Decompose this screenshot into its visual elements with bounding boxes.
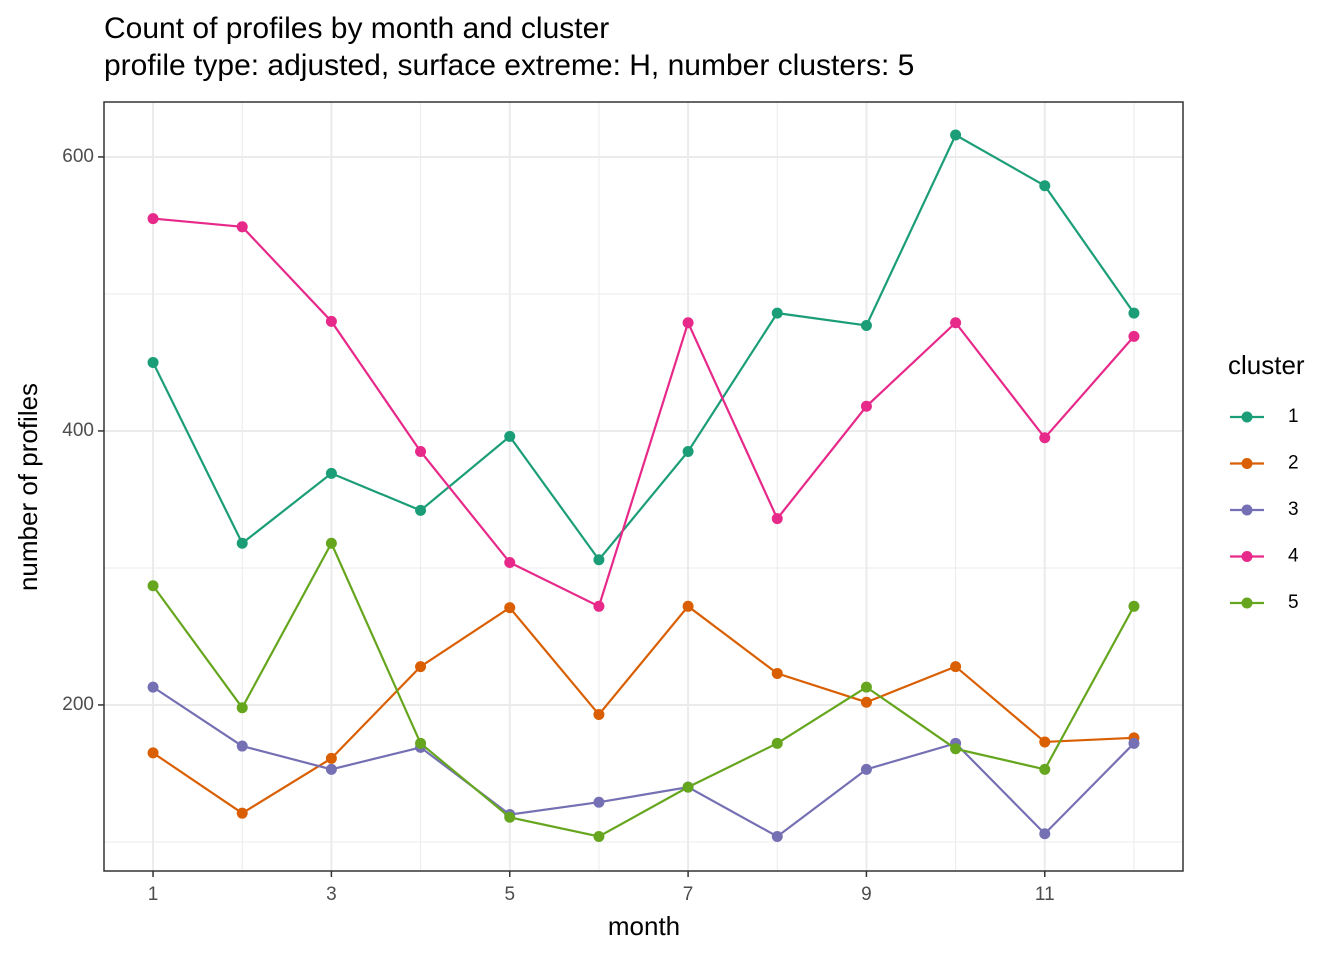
data-point [682, 445, 694, 457]
data-point [325, 537, 337, 549]
data-point [860, 696, 872, 708]
chart-title: Count of profiles by month and cluster [104, 12, 609, 45]
series-line [152, 604, 1135, 815]
y-tick-label: 400 [62, 420, 94, 441]
legend-key-point [1241, 504, 1253, 516]
data-point [593, 796, 605, 808]
series-line [152, 217, 1135, 608]
data-point [1039, 180, 1051, 192]
data-point [147, 356, 159, 368]
data-point [682, 781, 694, 793]
data-point [950, 129, 962, 141]
data-point [771, 737, 783, 749]
data-point [147, 747, 159, 759]
y-tick-label: 200 [62, 694, 94, 715]
series-line [152, 686, 1135, 838]
x-tick-label: 3 [326, 884, 337, 905]
legend-label: 2 [1288, 453, 1299, 474]
data-point [236, 740, 248, 752]
x-tick-label: 1 [148, 884, 159, 905]
data-point [504, 430, 516, 442]
data-point [1128, 600, 1140, 612]
data-point [1039, 828, 1051, 840]
y-tick-label: 600 [62, 146, 94, 167]
data-point [593, 830, 605, 842]
data-point [147, 213, 159, 225]
panel-border [103, 101, 1184, 872]
legend-label: 3 [1288, 499, 1299, 520]
data-point [504, 556, 516, 568]
data-point [236, 807, 248, 819]
data-point [1039, 432, 1051, 444]
data-point [771, 830, 783, 842]
data-point [771, 307, 783, 319]
data-point [325, 763, 337, 775]
legend-key-point [1241, 458, 1253, 469]
data-point [860, 400, 872, 412]
legend-key-point [1241, 597, 1253, 609]
data-point [771, 513, 783, 525]
data-point [682, 600, 694, 612]
data-point [593, 709, 605, 721]
data-point [1039, 736, 1051, 748]
series-line [152, 540, 1135, 838]
data-point [860, 681, 872, 693]
legend-title: cluster [1228, 350, 1305, 380]
data-point [236, 221, 248, 233]
legend-label: 4 [1288, 546, 1299, 567]
data-point [236, 537, 248, 549]
x-tick-label: 11 [1035, 884, 1055, 905]
data-point [415, 737, 427, 749]
x-axis-title: month [608, 911, 680, 941]
data-point [860, 763, 872, 775]
legend-label: 1 [1288, 406, 1299, 427]
data-point [950, 743, 962, 755]
data-point [147, 681, 159, 693]
data-point [504, 811, 516, 823]
panel [104, 102, 1183, 871]
data-point [771, 667, 783, 679]
x-tick-label: 9 [861, 884, 872, 905]
data-point [325, 752, 337, 764]
data-point [415, 661, 427, 673]
data-point [682, 317, 694, 329]
data-point [593, 554, 605, 566]
data-point [860, 319, 872, 331]
legend-key-point [1241, 551, 1253, 562]
x-tick-label: 5 [504, 884, 515, 905]
data-point [325, 467, 337, 479]
data-point [325, 315, 337, 327]
series-line [152, 133, 1135, 562]
chart-subtitle: profile type: adjusted, surface extreme:… [104, 49, 914, 82]
data-point [236, 702, 248, 714]
data-point [950, 661, 962, 673]
data-point [950, 317, 962, 329]
data-point [1128, 307, 1140, 319]
data-point [1128, 330, 1140, 342]
data-point [504, 602, 516, 614]
data-point [147, 580, 159, 592]
data-point [1039, 763, 1051, 775]
legend-label: 5 [1288, 592, 1299, 613]
data-point [415, 504, 427, 516]
data-point [415, 445, 427, 457]
legend-key-point [1241, 411, 1253, 423]
data-point [1128, 737, 1140, 749]
data-point [593, 600, 605, 612]
x-tick-label: 7 [683, 884, 694, 905]
y-axis-title: number of profiles [13, 383, 43, 591]
